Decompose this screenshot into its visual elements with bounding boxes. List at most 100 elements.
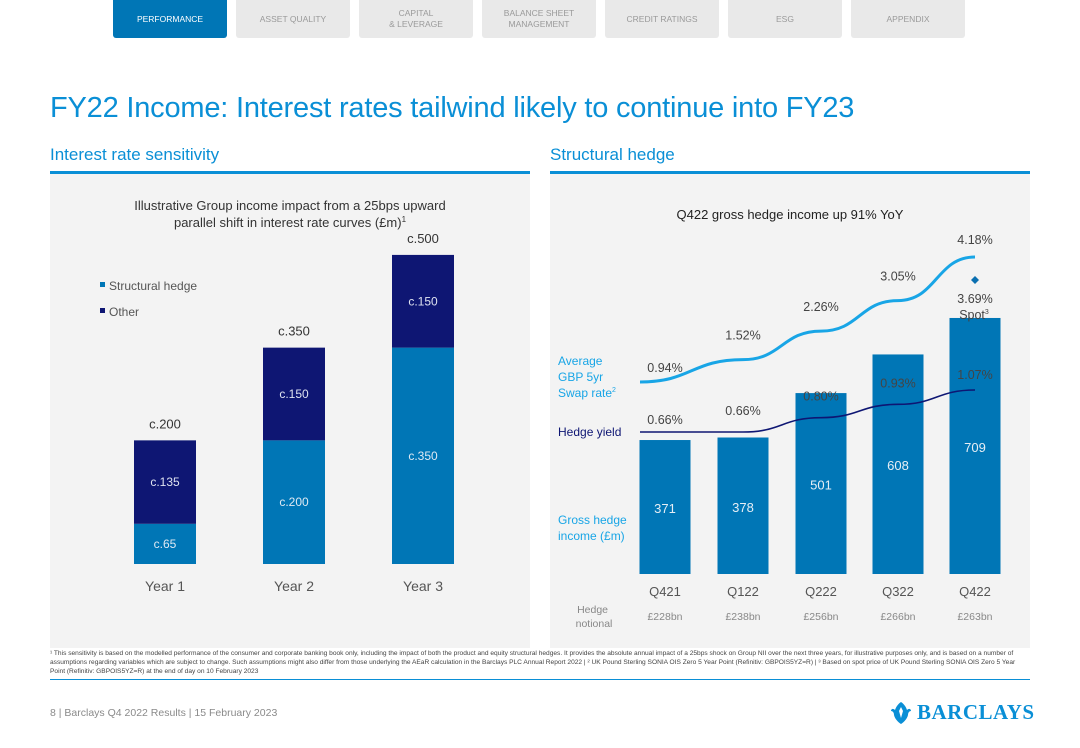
spot-caption-text: Spot [959,308,985,322]
bar-label-structural-hedge: c.350 [408,449,438,463]
swap-rate-point-label: 0.94% [647,361,682,375]
hedge-income-bar [949,317,1001,574]
gross-income-label-line2: income (£m) [558,529,625,543]
hedge-chart-title: Q422 gross hedge income up 91% YoY [677,207,904,222]
bar-label-other: c.150 [279,387,309,401]
bar-structural-hedge [134,523,196,564]
spot-caption: Spot3 [959,308,989,322]
sensitivity-panel: Illustrative Group income impact from a … [50,174,530,648]
hedge-yield-label: Hedge yield [558,425,621,439]
swap-rate-label-sup: 2 [612,387,616,394]
hedge-income-bar [639,440,691,574]
gross-income-label: Gross hedge income (£m) [558,513,630,543]
x-tick-label: Year 1 [145,578,185,594]
bar-structural-hedge [392,347,454,564]
right-section-rule [550,171,1030,174]
x-tick-label: Year 3 [403,578,443,594]
x-tick-label: Year 2 [274,578,314,594]
tab-capital-leverage[interactable]: CAPITAL & LEVERAGE [359,0,473,38]
hedge-notional-value: £228bn [647,611,682,623]
footer-separator: | [58,707,62,719]
chart-title-line2: parallel shift in interest rate curves (… [174,215,407,230]
hedge-yield-line [639,389,976,433]
hedge-income-bar [717,437,769,574]
legend-structural-hedge: Structural hedge [109,279,197,293]
footer-date: 15 February 2023 [194,707,278,719]
tab-credit-ratings[interactable]: CREDIT RATINGS [605,0,719,38]
sensitivity-chart: Illustrative Group income impact from a … [100,198,454,594]
hedge-income-bar-label: 608 [887,458,909,473]
structural-hedge-chart: Q422 gross hedge income up 91% YoY Avera… [558,207,1001,630]
hedge-notional-label-line1: Hedge [577,604,608,616]
footer-report-name: Barclays Q4 2022 Results [64,707,186,719]
bar-total-label: c.350 [278,324,310,339]
footnote: ¹ This sensitivity is based on the model… [50,650,1030,680]
hedge-income-bar-label: 378 [732,500,754,515]
swap-rate-point-label: 1.52% [725,329,760,343]
tab-esg[interactable]: ESG [728,0,842,38]
footer: 8 | Barclays Q4 2022 Results | 15 Februa… [50,707,277,719]
hedge-lines: 0.94% 1.52% 2.26% 3.05% 4.18% 0.66% 0.66% 0.80%… [639,233,993,433]
spot-marker [971,276,979,284]
left-section-rule [50,171,530,174]
bar-total-label: c.200 [149,416,181,431]
tab-appendix[interactable]: APPENDIX [851,0,965,38]
chart-title-line1: Illustrative Group income impact from a … [134,198,445,213]
hedge-notional-label: Hedge notional [576,604,613,630]
tab-performance[interactable]: PERFORMANCE [113,0,227,38]
swap-rate-label-line3: Swap rate [558,386,612,400]
hedge-notional-value: £238bn [725,611,760,623]
bar-structural-hedge [263,440,325,564]
bar-label-structural-hedge: c.65 [154,537,177,551]
hedge-income-bar-label: 371 [654,501,676,516]
bar-label-other: c.135 [150,475,180,489]
x-tick-label: Q422 [959,584,991,599]
bar-label-other: c.150 [408,294,438,308]
legend-other: Other [109,305,139,319]
spot-value-label: 3.69% [957,292,992,306]
hedge-yield-point-label: 1.07% [957,368,992,382]
legend-swatch-other [100,308,105,313]
tab-asset-quality[interactable]: ASSET QUALITY [236,0,350,38]
swap-rate-point-label: 4.18% [957,233,992,247]
swap-rate-point-label: 3.05% [880,270,915,284]
footer-separator: | [188,707,192,719]
swap-rate-label-line2: GBP 5yr [558,370,603,384]
hedge-notional-value: £263bn [957,611,992,623]
page-title: FY22 Income: Interest rates tailwind lik… [50,92,855,124]
right-section-title: Structural hedge [550,145,675,164]
bar-other [134,440,196,524]
hedge-income-bar [795,393,847,574]
x-tick-label: Q421 [649,584,681,599]
chart-title-line2-text: parallel shift in interest rate curves (… [174,215,402,230]
bar-total-label: c.500 [407,231,439,246]
eagle-icon [891,701,911,724]
hedge-income-bar [872,354,924,574]
hedge-yield-point-label: 0.66% [725,404,760,418]
hedge-income-bar-label: 501 [810,478,832,493]
barclays-logo: BARCLAYS [890,700,1035,725]
x-tick-label: Q222 [805,584,837,599]
structural-hedge-panel: Q422 gross hedge income up 91% YoY Avera… [550,174,1030,648]
hedge-bars: 371 Q421 £228bn 378 Q122 £238bn 501 Q222 £256bn 6… [639,317,1001,623]
swap-rate-label-line1: Average [558,354,603,368]
footer-page-number: 8 [50,707,56,719]
tab-balance-sheet-management[interactable]: BALANCE SHEET MANAGEMENT [482,0,596,38]
spot-caption-sup: 3 [985,309,989,316]
hedge-notional-value: £266bn [880,611,915,623]
bar-other [392,254,454,348]
left-section-title: Interest rate sensitivity [50,145,220,164]
hedge-notional-label-line2: notional [576,618,613,630]
chart-title-sup: 1 [402,215,407,224]
x-tick-label: Q122 [727,584,759,599]
hedge-notional-value: £256bn [803,611,838,623]
hedge-yield-point-label: 0.66% [647,413,682,427]
nav-tabs: PERFORMANCE ASSET QUALITY CAPITAL & LEVE… [113,0,965,38]
sensitivity-bars: c.65 c.135 c.200 Year 1 c.200 c.150 c.350 Year … [134,231,454,594]
logo-text: BARCLAYS [917,700,1035,724]
hedge-income-bar-label: 709 [964,440,986,455]
legend-swatch-structural-hedge [100,282,105,287]
bar-other [263,347,325,441]
swap-rate-line [639,255,976,384]
bar-label-structural-hedge: c.200 [279,495,309,509]
